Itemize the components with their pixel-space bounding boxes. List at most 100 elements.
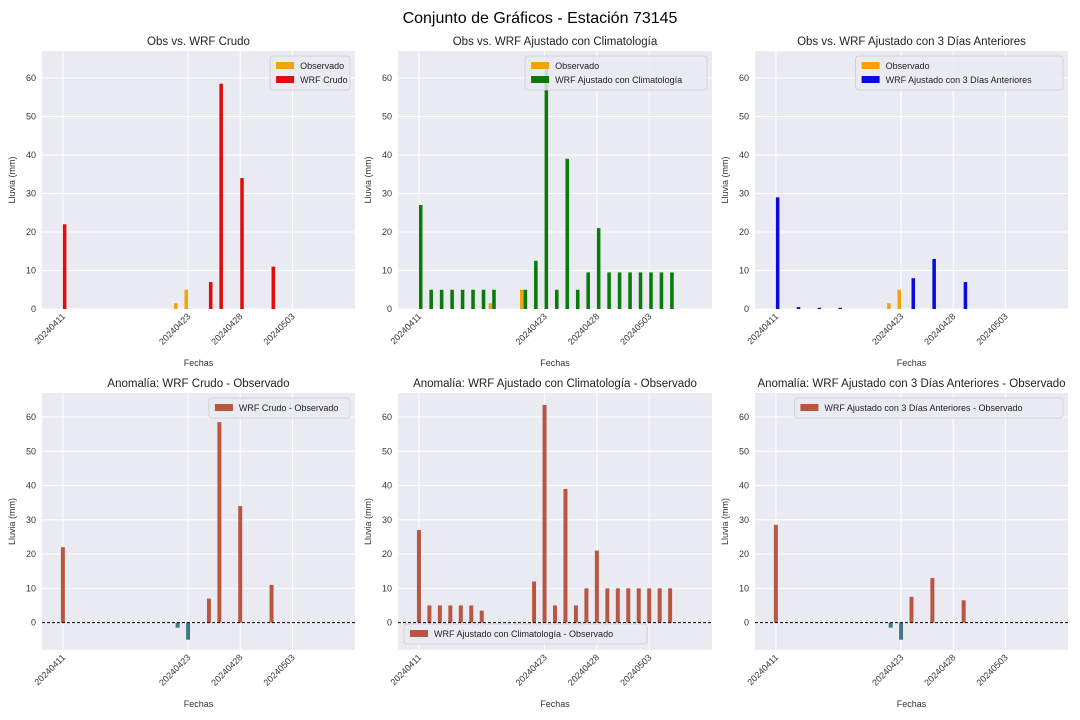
x-tick-label: 20240423 — [514, 652, 549, 687]
bar-anomaly_pos — [437, 605, 442, 623]
y-tick-label: 60 — [26, 73, 36, 83]
panel-title: Anomalía: WRF Ajustado con Climatología … — [413, 378, 697, 390]
x-tick-label: 20240423 — [514, 311, 549, 346]
y-tick-label: 50 — [382, 111, 392, 121]
y-tick-label: 20 — [739, 227, 749, 237]
bar-clim — [638, 272, 643, 309]
x-axis-label: Fechas — [897, 358, 927, 368]
legend-box — [794, 397, 1064, 419]
legend-swatch — [531, 76, 550, 83]
legend-label: Observado — [886, 61, 930, 71]
bar-clim — [670, 272, 674, 309]
legend-label: WRF Ajustado con 3 Días Anteriores — [886, 75, 1033, 85]
y-axis-label: Lluvia (mm) — [7, 156, 17, 203]
y-axis-label: Lluvia (mm) — [363, 498, 373, 545]
bar-clim — [607, 272, 611, 309]
panel-title: Obs vs. WRF Ajustado con Climatología — [453, 36, 658, 48]
y-tick-label: 60 — [26, 412, 36, 422]
legend: Observado WRF Ajustado con 3 Días Anterio… — [855, 55, 1064, 91]
bar-anomaly_pos — [542, 404, 547, 623]
bar-observed — [488, 303, 493, 309]
chart-panel-3: 0 10 20 30 40 50 60 20240411 20240423 20240428 202… — [720, 36, 1068, 368]
x-axis-label: Fechas — [540, 358, 570, 368]
bar-clim — [429, 289, 433, 309]
y-tick-label: 60 — [739, 412, 749, 422]
legend: WRF Ajustado con Climatología - Observad… — [403, 623, 648, 645]
x-tick-label: 20240411 — [32, 311, 67, 346]
legend-swatch — [276, 62, 295, 69]
y-tick-label: 0 — [387, 618, 392, 628]
bar-anomaly_pos — [930, 578, 935, 623]
bar-anomaly_pos — [647, 588, 652, 623]
bar-observed — [897, 289, 902, 309]
bar-clim — [628, 272, 632, 309]
chart-panel-5: 0 10 20 30 40 50 60 20240411 20240423 20240428 202… — [363, 378, 712, 709]
x-tick-label: 20240503 — [618, 311, 653, 346]
legend-swatch — [531, 62, 550, 69]
bar-raw — [240, 178, 244, 309]
bar-prev3 — [817, 307, 822, 309]
y-tick-label: 30 — [382, 515, 392, 525]
bar-clim — [565, 158, 570, 309]
x-tick-label: 20240428 — [922, 652, 957, 687]
y-tick-label: 60 — [382, 412, 392, 422]
bar-anomaly_pos — [573, 605, 578, 623]
legend-label: WRF Ajustado con Climatología - Observad… — [434, 629, 613, 639]
y-tick-label: 40 — [382, 481, 392, 491]
y-tick-label: 30 — [739, 188, 749, 198]
x-tick-label: 20240503 — [974, 311, 1009, 346]
bar-anomaly_pos — [186, 622, 191, 640]
plot-area — [42, 51, 355, 309]
y-tick-label: 40 — [26, 150, 36, 160]
x-tick-label: 20240428 — [209, 311, 244, 346]
bar-anomaly_pos — [961, 600, 966, 623]
legend-label: Observado — [300, 61, 344, 71]
legend-label: WRF Ajustado con Climatología — [555, 75, 682, 85]
bar-clim — [523, 289, 528, 309]
x-tick-label: 20240503 — [261, 652, 296, 687]
plot-area — [398, 51, 712, 309]
bar-raw — [219, 83, 223, 309]
x-tick-label: 20240428 — [209, 652, 244, 687]
y-tick-label: 20 — [382, 227, 392, 237]
bar-clim — [649, 272, 653, 309]
legend-box — [403, 623, 648, 645]
legend-label: WRF Crudo — [300, 75, 348, 85]
bar-anomaly_pos — [175, 622, 180, 628]
legend: WRF Crudo - Observado — [208, 397, 351, 419]
x-tick-label: 20240423 — [870, 311, 905, 346]
bar-anomaly_pos — [427, 605, 432, 623]
bar-anomaly_pos — [532, 581, 537, 623]
bar-observed — [887, 303, 891, 309]
x-tick-label: 20240411 — [388, 311, 423, 346]
legend-swatch — [214, 404, 233, 411]
y-tick-label: 50 — [739, 111, 749, 121]
bar-anomaly_pos — [458, 605, 463, 623]
x-tick-label: 20240411 — [745, 652, 780, 687]
bar-anomaly_pos — [238, 506, 243, 623]
bar-clim — [460, 289, 465, 309]
panel-title: Obs vs. WRF Crudo — [147, 36, 250, 48]
x-tick-label: 20240423 — [870, 652, 905, 687]
bar-clim — [481, 289, 486, 309]
bar-clim — [450, 289, 454, 309]
y-tick-label: 20 — [26, 549, 36, 559]
y-axis-label: Lluvia (mm) — [363, 156, 373, 203]
bar-anomaly_pos — [217, 422, 222, 623]
y-tick-label: 20 — [739, 549, 749, 559]
bar-anomaly_pos — [668, 588, 673, 623]
chart-panel-1: 0 10 20 30 40 50 60 20240411 20240423 20240428 202… — [7, 36, 355, 368]
legend-swatch — [861, 76, 880, 83]
y-tick-label: 0 — [744, 618, 749, 628]
figure-title: Conjunto de Gráficos - Estación 73145 — [402, 10, 678, 27]
bar-anomaly_pos — [773, 524, 778, 623]
y-tick-label: 30 — [26, 515, 36, 525]
bar-anomaly_pos — [909, 596, 914, 623]
plot-area — [755, 51, 1068, 309]
bar-anomaly_pos — [636, 588, 641, 623]
panel-title: Anomalía: WRF Crudo - Observado — [107, 378, 289, 390]
bar-clim — [659, 272, 664, 309]
bar-anomaly_pos — [605, 588, 610, 623]
x-tick-label: 20240428 — [566, 311, 601, 346]
